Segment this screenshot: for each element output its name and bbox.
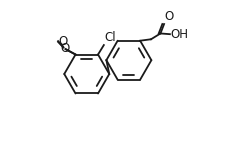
Text: Cl: Cl [105,31,116,44]
Text: O: O [46,26,55,38]
Text: O: O [59,34,68,48]
Text: O: O [47,27,56,40]
Text: O: O [60,42,69,55]
Text: O: O [165,10,174,23]
Text: OH: OH [170,28,188,41]
